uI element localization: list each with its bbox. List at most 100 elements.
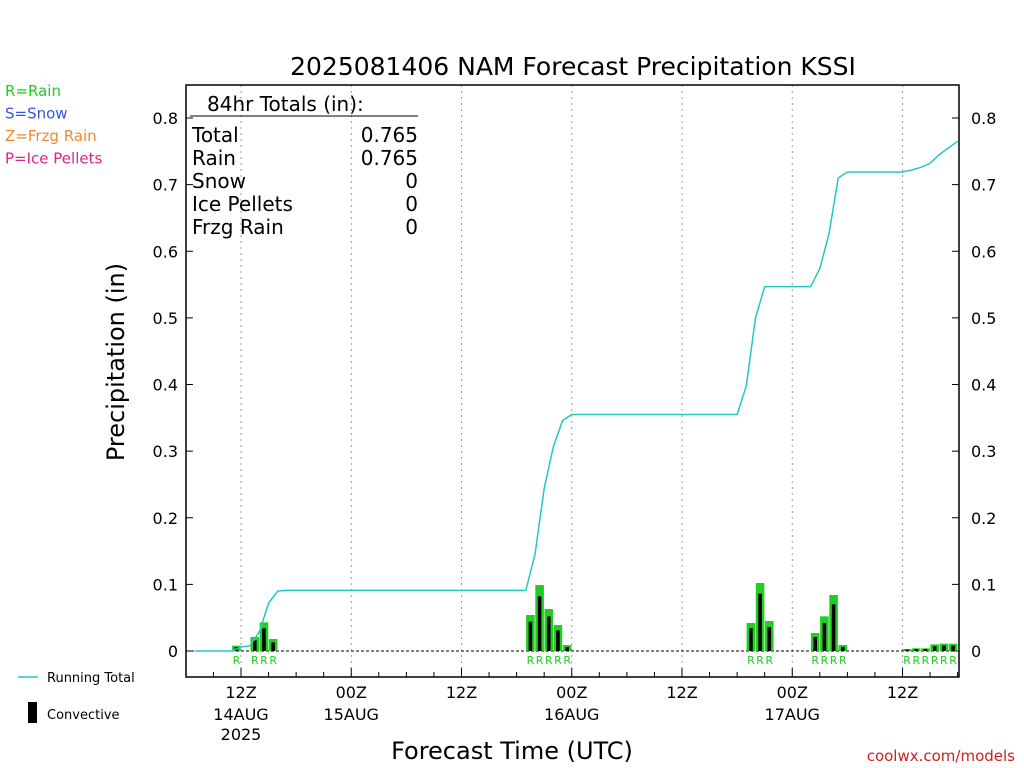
ptype-label: R — [839, 654, 847, 667]
convective-bar — [528, 621, 533, 651]
convective-bar — [942, 645, 946, 651]
convective-bar — [951, 645, 955, 651]
ptype-label: R — [536, 654, 544, 667]
y-axis-label: Precipitation (in) — [102, 263, 130, 461]
convective-bar — [758, 593, 762, 651]
ptype-label: R — [922, 654, 930, 667]
x-tick-label: 12Z — [666, 683, 697, 702]
totals-heading: 84hr Totals (in): — [207, 92, 364, 116]
convective-swatch — [28, 702, 37, 723]
convective-bar — [537, 596, 542, 651]
ptype-label: R — [527, 654, 535, 667]
convective-bar — [252, 640, 257, 651]
y-tick-label-right: 0.1 — [971, 575, 996, 594]
ptype-label: R — [554, 654, 562, 667]
convective-bar — [565, 647, 569, 651]
x-tick-label: 00Z — [336, 683, 367, 702]
legend-item: R=Rain — [5, 82, 61, 100]
y-tick-label-right: 0.3 — [971, 442, 996, 461]
convective-bar — [813, 637, 818, 651]
ptype-label: R — [949, 654, 957, 667]
ptype-label: R — [931, 654, 939, 667]
convective-bar — [556, 630, 560, 651]
ptype-legend: R=Rain S=Snow Z=Frzg Rain P=Ice Pellets — [5, 82, 102, 168]
totals-row-value: 0 — [405, 169, 418, 193]
y-tick-label: 0.2 — [153, 509, 178, 528]
y-axis-left: 0 0.1 0.2 0.3 0.4 0.5 0.6 0.7 0.8 — [153, 109, 193, 661]
convective-bar — [914, 649, 919, 651]
legend-item: P=Ice Pellets — [5, 150, 102, 168]
y-axis-right: 0 0.1 0.2 0.3 0.4 0.5 0.6 0.7 0.8 — [952, 109, 996, 661]
legend-item: Z=Frzg Rain — [5, 127, 97, 145]
y-tick-label-right: 0.7 — [971, 176, 996, 195]
ptype-label: R — [903, 654, 911, 667]
ptype-label: R — [756, 654, 764, 667]
totals-row-value: 0.765 — [361, 123, 418, 147]
ptype-label: R — [251, 654, 259, 667]
ptype-label: R — [233, 654, 241, 667]
ptype-label: R — [830, 654, 838, 667]
y-tick-label-right: 0.8 — [971, 109, 996, 128]
x-axis-label: Forecast Time (UTC) — [391, 737, 633, 765]
x-tick-date: 15AUG — [324, 705, 379, 724]
ptype-label: R — [269, 654, 277, 667]
y-tick-label-right: 0.2 — [971, 509, 996, 528]
y-tick-label-right: 0 — [971, 642, 981, 661]
totals-row-label: Ice Pellets — [192, 192, 293, 216]
ptype-label: R — [765, 654, 773, 667]
y-tick-label: 0.1 — [153, 575, 178, 594]
running-total-legend-label: Running Total — [47, 671, 135, 686]
x-tick-label: 12Z — [225, 683, 256, 702]
ptype-label: R — [811, 654, 819, 667]
x-tick-label: 00Z — [777, 683, 808, 702]
convective-bar — [932, 646, 937, 651]
y-tick-label-right: 0.6 — [971, 242, 996, 261]
credit-text: coolwx.com/models — [867, 747, 1015, 765]
ptype-label: R — [821, 654, 829, 667]
totals-row-label: Rain — [192, 146, 236, 170]
x-tick-label: 12Z — [446, 683, 477, 702]
y-tick-label: 0 — [168, 642, 178, 661]
totals-row-label: Snow — [192, 169, 246, 193]
totals-box: 84hr Totals (in): Total 0.765 Rain 0.765 Sno… — [190, 92, 418, 239]
y-tick-label-right: 0.4 — [971, 376, 996, 395]
x-tick-label: 12Z — [887, 683, 918, 702]
totals-row-label: Frzg Rain — [192, 215, 284, 239]
x-tick-date: 17AUG — [765, 705, 820, 724]
convective-bar — [546, 616, 551, 651]
chart-title: 2025081406 NAM Forecast Precipitation KS… — [290, 52, 856, 81]
running-total-line — [195, 140, 959, 652]
precip-bars — [232, 583, 958, 651]
convective-bar — [822, 623, 827, 651]
y-tick-label: 0.7 — [153, 176, 178, 195]
x-tick-date: 14AUG — [213, 705, 268, 724]
totals-row-value: 0 — [405, 215, 418, 239]
y-tick-label: 0.6 — [153, 242, 178, 261]
y-tick-label: 0.8 — [153, 109, 178, 128]
totals-row-value: 0.765 — [361, 146, 418, 170]
ptype-label: R — [260, 654, 268, 667]
convective-bar — [831, 604, 836, 651]
y-tick-label: 0.5 — [153, 309, 178, 328]
ptype-label: R — [563, 654, 571, 667]
ptype-label: R — [747, 654, 755, 667]
legend-item: S=Snow — [5, 105, 68, 123]
convective-bar — [767, 627, 772, 651]
convective-bar — [923, 649, 928, 651]
y-tick-label: 0.3 — [153, 442, 178, 461]
totals-row-value: 0 — [405, 192, 418, 216]
ptype-label: R — [545, 654, 553, 667]
convective-bar — [262, 628, 266, 651]
x-tick-date: 16AUG — [544, 705, 599, 724]
y-tick-label: 0.4 — [153, 376, 178, 395]
convective-bar — [840, 647, 845, 651]
convective-bar — [271, 642, 275, 651]
x-tick-label: 00Z — [556, 683, 587, 702]
convective-bar — [749, 628, 753, 651]
ptype-label: R — [940, 654, 948, 667]
y-tick-label-right: 0.5 — [971, 309, 996, 328]
x-tick-year: 2025 — [221, 725, 262, 744]
